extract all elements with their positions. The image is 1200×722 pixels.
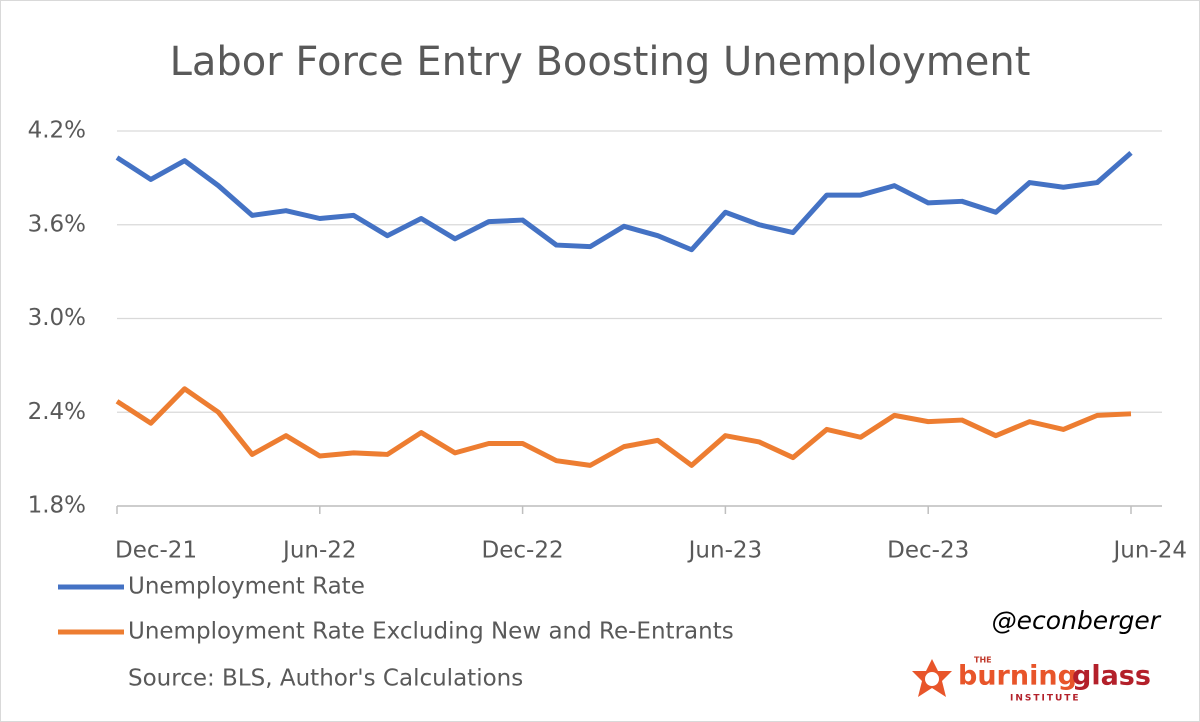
x-tick-label: Jun-23 [687, 538, 763, 564]
y-tick-label: 1.8% [28, 493, 86, 519]
y-tick-label: 3.6% [28, 211, 86, 237]
legend-label: Unemployment Rate Excluding New and Re-E… [128, 619, 734, 645]
y-tick-label: 4.2% [28, 118, 86, 144]
y-tick-label: 2.4% [28, 399, 86, 425]
logo: THE burning glass INSTITUTE [912, 656, 1151, 704]
source: Source: BLS, Author's Calculations [128, 666, 523, 692]
logo-top: THE [974, 656, 992, 665]
chart-title: Labor Force Entry Boosting Unemployment [170, 39, 1031, 85]
logo-sub: INSTITUTE [1010, 694, 1081, 704]
logo-icon [912, 659, 952, 697]
annotation: @econberger [992, 606, 1162, 635]
x-tick-label: Jun-24 [1111, 538, 1187, 564]
logo-name-2: glass [1072, 661, 1151, 692]
legend-label: Unemployment Rate [128, 574, 365, 600]
logo-name-1: burning [958, 661, 1077, 692]
y-tick-label: 3.0% [28, 305, 86, 331]
x-tick-label: Dec-22 [482, 538, 564, 564]
series-line [115, 386, 1132, 468]
x-tick-label: Dec-23 [887, 538, 969, 564]
x-tick-label: Jun-22 [281, 538, 357, 564]
series-line [115, 150, 1133, 253]
x-tick-label: Dec-21 [115, 538, 197, 564]
